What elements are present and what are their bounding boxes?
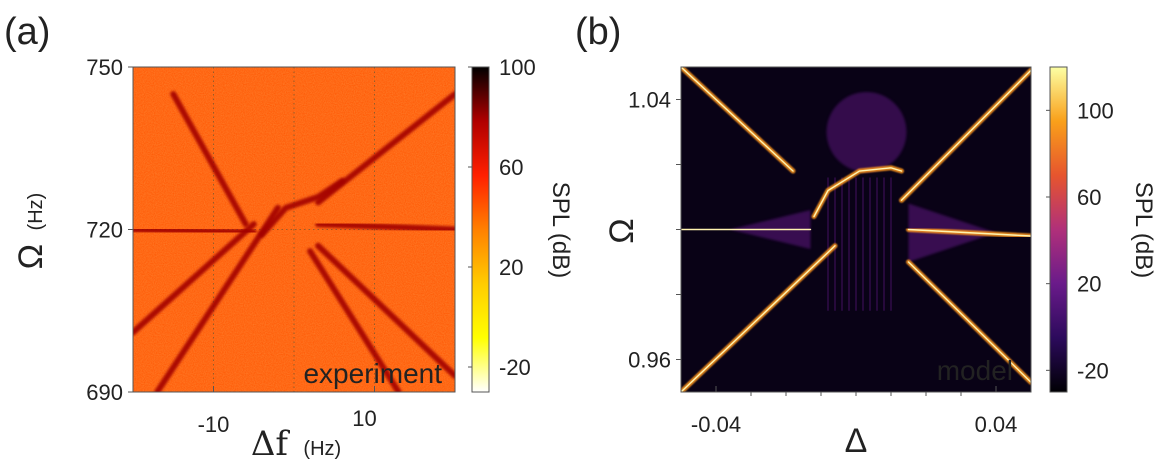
panel-a-x-tick-label: -10 [198,412,230,437]
panel-b-annotation: model [937,355,1013,386]
panel-a-line-horizontal-left [133,226,257,236]
panel-a-colorbar-tick-label: -20 [499,355,531,380]
panel-a-xlabel-unit: (Hz) [303,438,341,460]
panel-a-line-diagonal-down-right [315,242,455,379]
panel-a-colorbar-tick-label: 60 [499,155,523,180]
panel-b-line-core-diagonal-up-right [900,69,1031,201]
panel-a-xlabel-symbol: Δf [251,424,291,464]
panel-b-line-core-diagonal-up-left [681,67,794,172]
panel-b-y-tick-label: 0.96 [628,348,671,373]
panel-b-x-ticks: -0.04 0.04 [691,386,1017,437]
panel-a-plot: experiment [132,66,456,393]
panel-b-label: (b) [575,11,621,53]
panel-b-line-core-horizontal-right [907,228,1031,237]
panel-a-line-steep-right [307,248,402,392]
panel-b-colorbar-tick-label: -20 [1077,358,1109,383]
panel-a-xlabel: Δf (Hz) [251,424,341,464]
panel-b-plot: model [680,66,1032,393]
panel-b-y-ticks: 0.96 1.04 [628,88,681,373]
panel-b-colorbar-tick-label: 60 [1077,185,1101,210]
panel-a-colorbar-label: SPL (dB) [547,182,574,278]
panel-b-colorbar-label: SPL (dB) [1130,182,1157,278]
panel-a-colorbar-bar [471,66,490,393]
panel-b-colorbar-tick-label: 100 [1077,98,1114,123]
panel-a-line-diagonal-up-left [170,91,249,228]
panel-a-x-ticks: -10 10 [198,386,377,437]
panel-b-line-core-diagonal-down-right [907,261,1031,383]
panel-a-colorbar-tick-label: 20 [499,255,523,280]
panel-b-x-tick-label: -0.04 [691,412,741,437]
panel-b-colorbar: 100 60 20 -20 SPL (dB) [1046,66,1157,393]
panel-a-y-tick-label: 750 [86,55,123,80]
panel-a-lines [133,91,455,392]
panel-a-x-tick-label: 10 [352,406,376,431]
panel-b-colorbar-ticks: 100 60 20 -20 [1046,98,1114,383]
panel-a-ylabel: Ω (Hz) [12,193,50,270]
panel-a-colorbar: 100 60 20 -20 SPL (dB) [468,55,574,393]
panel-a-y-tick-label: 690 [86,380,123,405]
panel-b-ylabel: Ω [603,218,641,243]
panel-a-colorbar-tick-label: 100 [499,55,536,80]
panel-a-line-anticrossing-arc [258,177,346,238]
panel-a-colorbar-ticks: 100 60 20 -20 [468,55,536,380]
panel-a-line-diagonal-down-left [133,221,257,336]
panel-b-colorbar-tick-label: 20 [1077,272,1101,297]
panel-b-x-tick-label: 0.04 [975,412,1018,437]
panel-a-label: (a) [4,11,50,53]
panel-b-colorbar-bar [1049,66,1068,393]
panel-b-shade [826,92,907,172]
panel-a-y-tick-label: 720 [86,218,123,243]
panel-b-line-core-top-plateau [813,167,903,218]
panel-a-line-steep-left [154,204,281,392]
panel-b-lines [681,67,1031,392]
panel-b-xlabel: Δ [845,422,868,460]
panel-a-line-horizontal-right [315,221,455,233]
panel-a-y-ticks: 690 720 750 [86,55,133,405]
panel-a-ylabel-unit: (Hz) [25,193,47,231]
panel-a-annotation: experiment [303,358,442,389]
panel-b-y-tick-label: 1.04 [628,88,671,113]
panel-b-line-core-diagonal-down-left [681,245,836,392]
panel-a-ylabel-symbol: Ω [12,244,50,269]
